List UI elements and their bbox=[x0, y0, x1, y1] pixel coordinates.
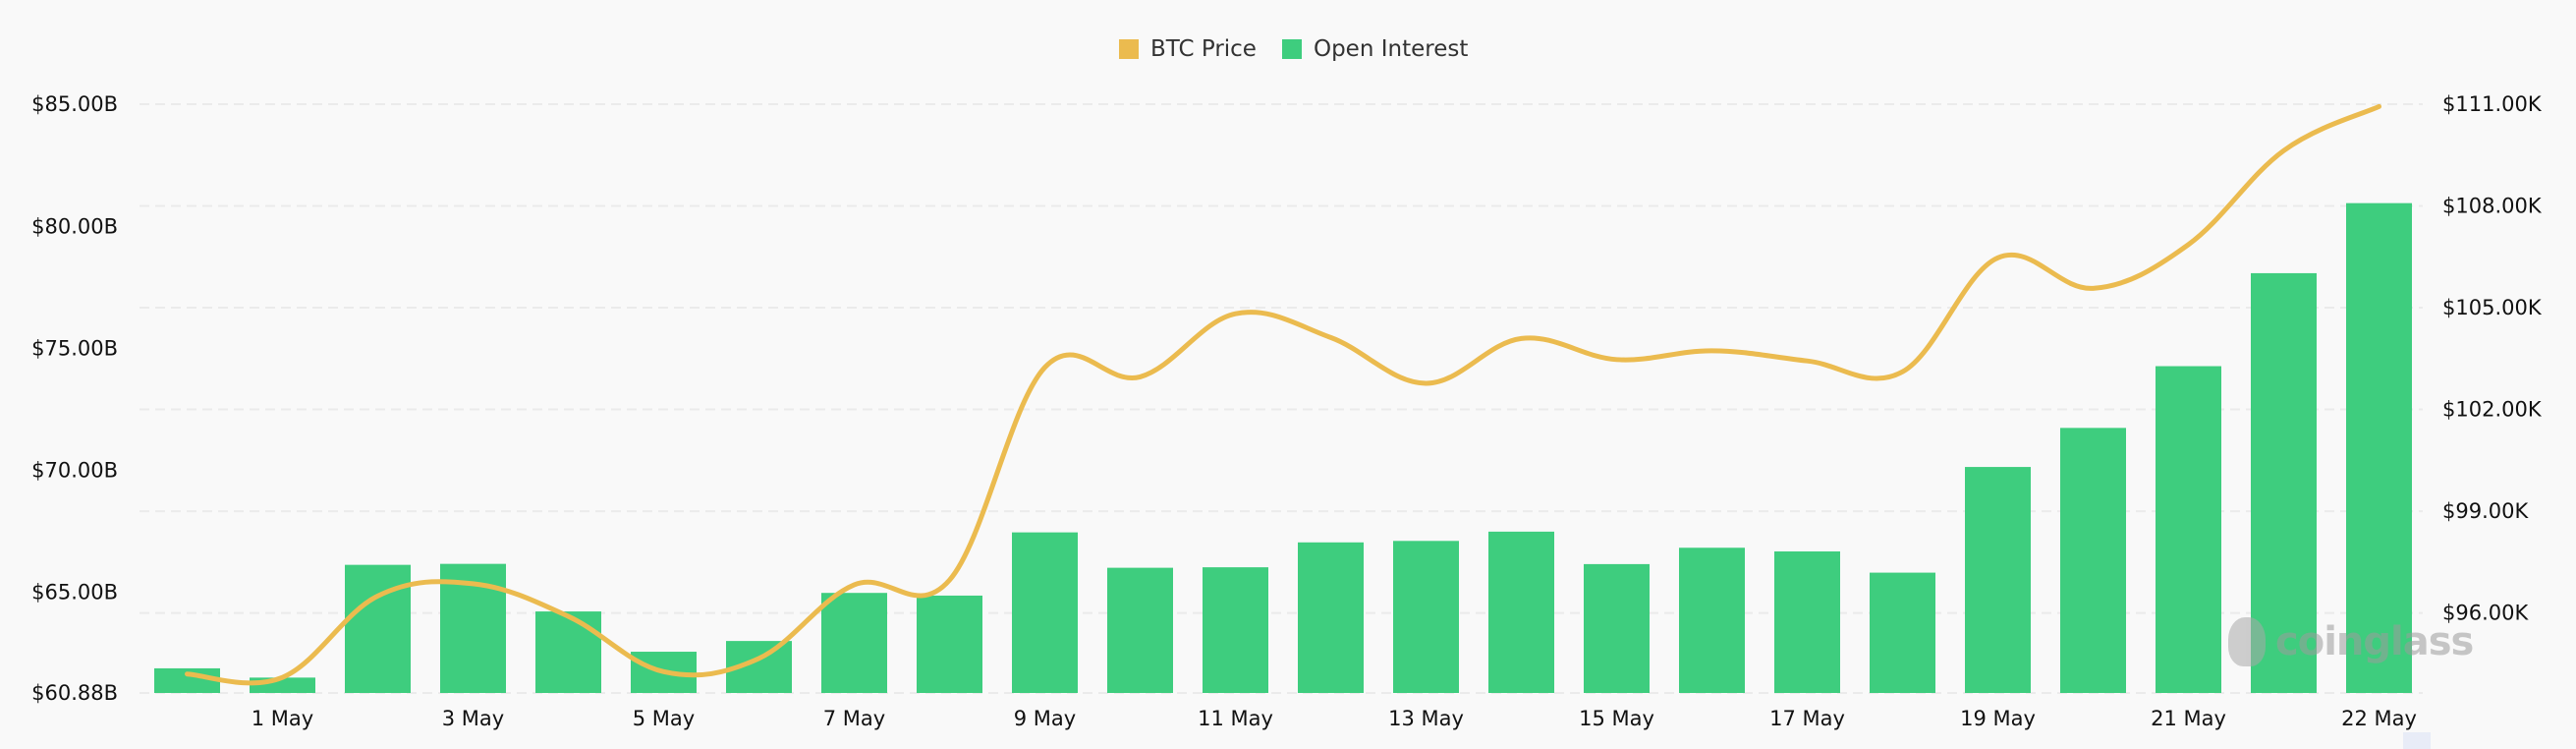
legend-label-open-interest: Open Interest bbox=[1313, 36, 1469, 62]
chart-legend: BTC Price Open Interest bbox=[1119, 33, 1493, 65]
open-interest-bar[interactable] bbox=[1584, 563, 1650, 693]
open-interest-bar[interactable] bbox=[1965, 467, 2031, 693]
open-interest-bar[interactable] bbox=[1870, 572, 1935, 693]
left-axis-tick-label: $60.88B bbox=[31, 681, 118, 705]
legend-item-btc-price[interactable]: BTC Price bbox=[1119, 36, 1257, 62]
x-axis-tick-label: 15 May bbox=[1579, 707, 1654, 730]
left-y-axis: $85.00B $80.00B $75.00B $70.00B $65.00B $60.8… bbox=[31, 92, 118, 705]
x-axis-tick-label: 9 May bbox=[1014, 707, 1076, 730]
x-axis-tick-label: 7 May bbox=[823, 707, 885, 730]
open-interest-bar[interactable] bbox=[1679, 547, 1745, 693]
x-axis-tick-label: 3 May bbox=[442, 707, 504, 730]
left-axis-tick-label: $75.00B bbox=[31, 336, 118, 360]
left-axis-tick-label: $65.00B bbox=[31, 581, 118, 605]
left-axis-tick-label: $80.00B bbox=[31, 214, 118, 238]
x-axis-tick-label: 1 May bbox=[252, 707, 313, 730]
right-axis-tick-label: $99.00K bbox=[2442, 499, 2529, 523]
btc-price-line bbox=[185, 103, 2381, 686]
x-axis-tick-label: 21 May bbox=[2151, 707, 2226, 730]
x-axis-tick-label: 22 May bbox=[2341, 707, 2417, 730]
left-axis-tick-label: $70.00B bbox=[31, 459, 118, 483]
open-interest-bar[interactable] bbox=[821, 593, 887, 693]
open-interest-bar[interactable] bbox=[2060, 428, 2126, 693]
open-interest-bar[interactable] bbox=[1774, 550, 1840, 693]
open-interest-bar[interactable] bbox=[2346, 202, 2412, 693]
watermark: coinglass bbox=[2228, 617, 2474, 666]
right-axis-tick-label: $102.00K bbox=[2442, 398, 2543, 422]
right-axis-tick-label: $96.00K bbox=[2442, 602, 2529, 625]
left-axis-tick-label: $85.00B bbox=[31, 92, 118, 116]
x-axis-tick-label: 13 May bbox=[1388, 707, 1464, 730]
coinglass-mascot-icon bbox=[2228, 617, 2266, 666]
x-axis-tick-label: 5 May bbox=[633, 707, 695, 730]
grid-lines bbox=[140, 102, 2423, 694]
open-interest-bar[interactable] bbox=[2251, 272, 2317, 693]
x-axis-tick-label: 19 May bbox=[1960, 707, 2036, 730]
open-interest-bar[interactable] bbox=[1012, 532, 1078, 693]
open-interest-bars bbox=[154, 202, 2412, 693]
right-axis-tick-label: $105.00K bbox=[2442, 296, 2543, 319]
open-interest-swatch-icon bbox=[1281, 39, 1302, 59]
legend-item-open-interest[interactable]: Open Interest bbox=[1281, 36, 1469, 62]
watermark-text: coinglass bbox=[2275, 619, 2474, 664]
open-interest-bar[interactable] bbox=[535, 611, 601, 693]
open-interest-bar[interactable] bbox=[1203, 567, 1268, 693]
right-axis-tick-label: $108.00K bbox=[2442, 194, 2543, 217]
x-axis-tick-label: 17 May bbox=[1769, 707, 1845, 730]
right-y-axis: $111.00K $108.00K $105.00K $102.00K $99.00K $… bbox=[2442, 92, 2543, 625]
open-interest-bar[interactable] bbox=[1393, 541, 1459, 693]
open-interest-bar[interactable] bbox=[1488, 531, 1554, 693]
right-axis-tick-label: $111.00K bbox=[2442, 92, 2543, 116]
open-interest-bar[interactable] bbox=[2156, 366, 2221, 693]
scroll-handle[interactable] bbox=[2403, 732, 2431, 749]
open-interest-bar[interactable] bbox=[917, 595, 982, 693]
btc-price-swatch-icon bbox=[1119, 39, 1139, 59]
open-interest-bar[interactable] bbox=[1107, 567, 1173, 693]
legend-label-btc-price: BTC Price bbox=[1150, 36, 1257, 62]
x-axis: 1 May 3 May 5 May 7 May 9 May 11 May 13 May 15 … bbox=[252, 707, 2417, 730]
open-interest-bar[interactable] bbox=[345, 564, 411, 693]
x-axis-tick-label: 11 May bbox=[1198, 707, 1273, 730]
open-interest-bar[interactable] bbox=[1298, 542, 1364, 693]
